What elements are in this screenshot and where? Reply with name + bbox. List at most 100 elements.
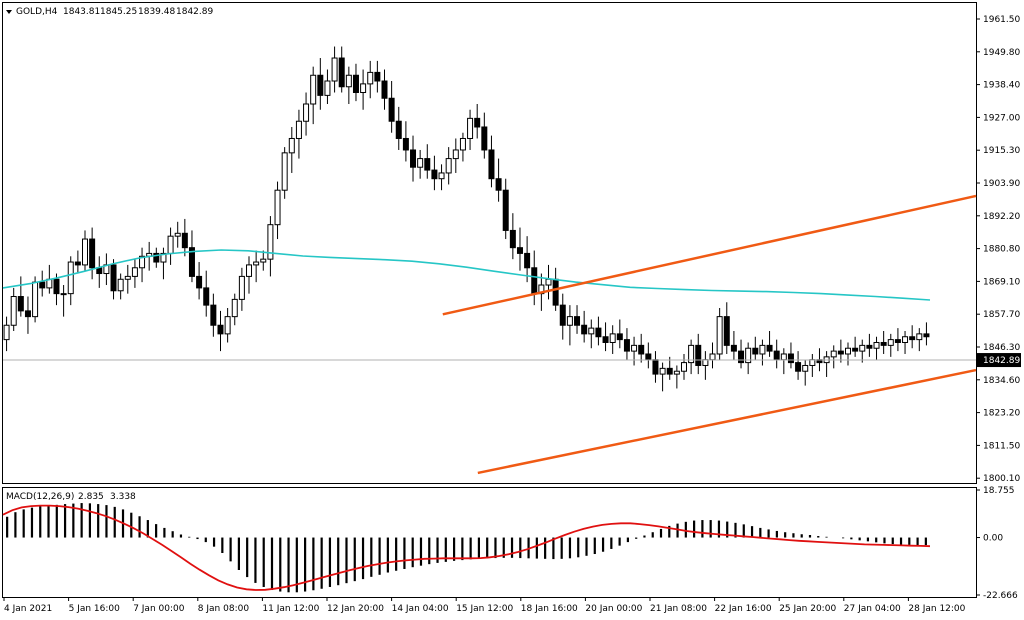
candle-body [24, 310, 31, 318]
candle-body [452, 149, 459, 160]
price-tick-label: 1880.80 [983, 245, 1020, 255]
candle-body [773, 350, 780, 361]
candle-body [574, 316, 581, 326]
candle-body [652, 359, 659, 375]
candle-body [759, 344, 766, 355]
candle-body [331, 57, 338, 82]
price-tick-label: 1949.80 [983, 48, 1020, 58]
moving-average-line [2, 249, 931, 301]
candle-body [445, 158, 452, 174]
candle-body [666, 367, 673, 375]
macd-tick-label: 18.755 [983, 486, 1015, 496]
candle-body [495, 178, 502, 191]
candle-body [902, 336, 909, 343]
candle-body [859, 344, 866, 352]
candle-body [766, 344, 773, 352]
candle-body [866, 344, 873, 349]
candle-body [631, 344, 638, 352]
candle-body [581, 324, 588, 335]
dropdown-triangle-icon[interactable] [6, 10, 12, 14]
time-tick-label: 22 Jan 16:00 [715, 604, 772, 614]
candle-body [481, 126, 488, 151]
time-tick-label: 18 Jan 16:00 [521, 604, 578, 614]
candle-body [281, 152, 288, 191]
time-tick-label: 28 Jan 12:00 [908, 604, 965, 614]
candle-body [124, 275, 131, 280]
candle-body [253, 261, 260, 266]
candle-body [609, 333, 616, 343]
high-value: 1845.25 [100, 7, 137, 17]
candle-body [203, 287, 210, 306]
candle-body [82, 238, 89, 266]
symbol-label: GOLD,H4 [16, 7, 58, 17]
candle-body [181, 232, 188, 249]
price-tick-label: 1834.60 [983, 376, 1020, 386]
candle-body [559, 304, 566, 326]
candle-body [224, 316, 231, 335]
candle-body [887, 339, 894, 346]
price-tick-label: 1811.50 [983, 441, 1020, 451]
candle-body [680, 362, 687, 372]
current-price-box [977, 353, 1021, 368]
candle-body [588, 327, 595, 335]
candle-body [210, 304, 217, 326]
candle-body [894, 339, 901, 343]
low-value: 1839.48 [138, 7, 175, 17]
time-tick-label: 15 Jan 12:00 [456, 604, 513, 614]
candle-body [688, 344, 695, 364]
candle-body [638, 344, 645, 355]
candle-body [89, 238, 96, 269]
time-tick-label: 11 Jan 12:00 [262, 604, 319, 614]
candle-body [139, 255, 146, 269]
candle-body [716, 316, 723, 355]
close-value: 1842.89 [176, 7, 213, 17]
candle-body [880, 341, 887, 346]
candle-body [488, 149, 495, 180]
candle-body [524, 252, 531, 269]
time-tick-label: 8 Jan 08:00 [198, 604, 250, 614]
channel-trendline[interactable] [477, 368, 977, 475]
price-tick-label: 1915.30 [983, 146, 1020, 156]
candle-body [545, 278, 552, 286]
candle-body [374, 71, 381, 82]
candle-body [459, 137, 466, 151]
candle-body [431, 169, 438, 180]
candle-body [695, 344, 702, 366]
price-panel-frame [2, 2, 977, 484]
candle-body [873, 341, 880, 349]
candle-body [852, 347, 859, 352]
candle-body [809, 359, 816, 366]
candle-body [10, 296, 17, 326]
candle-body [738, 350, 745, 364]
candle-body [752, 347, 759, 355]
macd-name-label: MACD(12,26,9) [6, 492, 74, 502]
channel-trendline[interactable] [442, 194, 977, 316]
candle-body [502, 189, 509, 231]
candle-body [367, 71, 374, 85]
time-tick-label: 20 Jan 00:00 [585, 604, 642, 614]
price-tick-label: 1869.10 [983, 277, 1020, 287]
candle-body [566, 316, 573, 326]
candle-body [303, 103, 310, 122]
candle-body [17, 296, 24, 312]
candle-body [53, 278, 60, 295]
macd-series-layer [2, 503, 931, 593]
candle-body [160, 252, 167, 263]
price-series-layer [2, 46, 977, 475]
candle-body [153, 252, 160, 263]
candle-body [231, 298, 238, 318]
candle-body [830, 350, 837, 358]
candle-body [595, 327, 602, 338]
candle-body [645, 353, 652, 361]
candle-body [516, 247, 523, 254]
price-tick-label: 1823.20 [983, 409, 1020, 419]
candle-body [673, 370, 680, 375]
candle-body [267, 224, 274, 260]
candle-body [117, 278, 124, 292]
candle-body [196, 275, 203, 289]
candle-body [659, 367, 666, 375]
candle-body [531, 267, 538, 295]
candle-body [417, 158, 424, 168]
price-tick-label: 1892.20 [983, 212, 1020, 222]
